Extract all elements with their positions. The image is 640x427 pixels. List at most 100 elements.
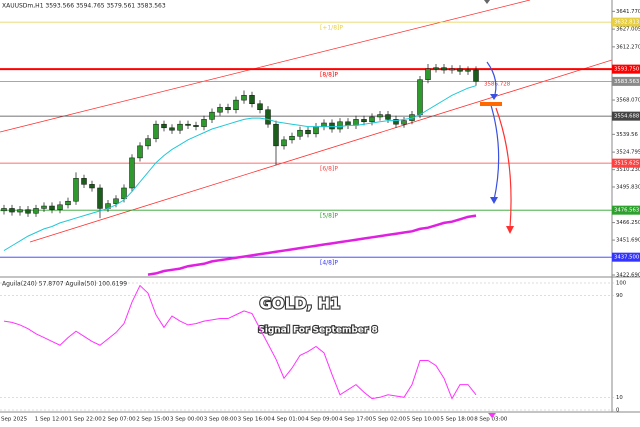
y-tick-label: 100 (616, 281, 627, 287)
candle-body (113, 198, 119, 204)
candle-body (161, 123, 167, 129)
x-tick-label: 4 Sep 09:00 (305, 417, 339, 423)
y-tick-label: 3627.005 (616, 27, 640, 33)
x-tick-label: 2 Sep 15:00 (136, 417, 170, 423)
candle-body (81, 178, 87, 185)
level-price-label: 3632.813 (614, 20, 639, 26)
candle-body (273, 123, 279, 147)
candle-body (209, 111, 215, 120)
candle-body (345, 121, 351, 126)
candle-body (305, 129, 311, 135)
candle-body (425, 68, 431, 80)
indicator-line (147, 214, 477, 276)
y-tick-label: 3422.690 (616, 273, 640, 279)
y-tick-label: 3641.770 (616, 9, 640, 15)
level-price-label: 3554.688 (614, 114, 640, 120)
candle-body (97, 187, 103, 209)
candle-body (385, 114, 391, 120)
candle-body (241, 95, 247, 101)
x-tick-label: 1 Sep 12:00 (35, 417, 69, 423)
arrow (489, 101, 500, 201)
candle-body (257, 103, 263, 111)
candle-body (65, 200, 71, 206)
candle-body (177, 123, 183, 131)
candle-body (353, 119, 359, 126)
y-tick-label: 10 (616, 395, 623, 401)
overlay-title: GOLD, H1 (260, 295, 341, 313)
level-name: [6/8]P (320, 166, 338, 173)
candle-body (393, 119, 399, 125)
level-price-label: 3583.563 (614, 79, 639, 85)
level-price-box (612, 76, 640, 86)
candle-body (201, 119, 207, 127)
candle-body (297, 129, 303, 137)
candle-body (49, 205, 55, 210)
candle-body (169, 127, 175, 131)
indicator-line (3, 85, 477, 251)
marker (484, 0, 490, 4)
level-name: [5/8]P (320, 213, 338, 220)
candle-body (265, 109, 271, 125)
x-tick-label: 5 Sep 18:00 (440, 417, 474, 423)
y-tick-label: 3466.250 (616, 220, 640, 226)
y-tick-label: 3612.270 (616, 44, 640, 50)
marks: 3641.770 3627.005 3612.270 3568.070 3539.56 3… (0, 9, 640, 423)
candle-body (17, 209, 23, 213)
candle-body (313, 126, 319, 135)
entry-zone (480, 102, 502, 106)
candle-body (57, 204, 63, 210)
level-price-box (612, 158, 640, 168)
x-tick-label: 2 Sep 07:00 (102, 417, 136, 423)
level-price-box (612, 205, 640, 215)
candle-body (449, 68, 455, 71)
x-tick-label: 8 Sep 03:00 (474, 417, 508, 423)
level-price-box (612, 252, 640, 262)
x-tick-label: Sep 2025 (1, 417, 28, 423)
candle-body (457, 68, 463, 72)
level-name: [+1/8]P (320, 25, 343, 32)
candle-body (289, 135, 295, 141)
x-tick-label: 3 Sep 08:00 (204, 417, 238, 423)
arrow-head (506, 226, 514, 234)
arrow-head (490, 197, 498, 204)
indicator-title: Aguila(240) 57.8707 Aguila(50) 100.6199 (2, 281, 127, 288)
candle-body (153, 123, 159, 139)
y-tick-label: 3495.830 (616, 184, 640, 190)
candle-body (249, 95, 255, 104)
y-tick-label: 3524.795 (616, 150, 640, 156)
level-price-box (612, 17, 640, 27)
annotation: 3586.728 (484, 82, 511, 88)
candle-body (329, 122, 335, 130)
candle-body (417, 79, 423, 115)
candle-body (185, 123, 191, 126)
y-tick-label: 0 (616, 408, 620, 414)
candle-body (233, 99, 239, 111)
candle-body (321, 122, 327, 127)
marker (488, 413, 496, 418)
x-tick-label: 4 Sep 17:00 (339, 417, 373, 423)
candle-body (225, 107, 231, 111)
candle-body (337, 121, 343, 130)
level-price-label: 3515.625 (614, 161, 639, 167)
level-price-box (612, 111, 640, 121)
candle-body (73, 178, 79, 202)
indicator-line (3, 284, 477, 400)
arrow (495, 107, 512, 229)
symbol-header: XAUUSDm,H1 3593.566 3594.765 3579.561 35… (2, 3, 166, 10)
candle-body (89, 184, 95, 189)
candle-body (193, 125, 199, 127)
x-tick-label: 3 Sep 16:00 (238, 417, 272, 423)
x-tick-label: 1 Sep 22:00 (69, 417, 103, 423)
candle-body (361, 119, 367, 123)
candle-body (217, 107, 223, 113)
forecast-arrows (480, 0, 514, 418)
candle-body (129, 157, 135, 189)
y-tick-label: 90 (616, 293, 623, 299)
candle-body (465, 69, 471, 72)
arrow-head (490, 94, 498, 100)
level-price-label: 3476.563 (614, 208, 639, 214)
y-tick-label: 3510.230 (616, 167, 640, 173)
level-price-label: 3437.500 (614, 255, 640, 261)
